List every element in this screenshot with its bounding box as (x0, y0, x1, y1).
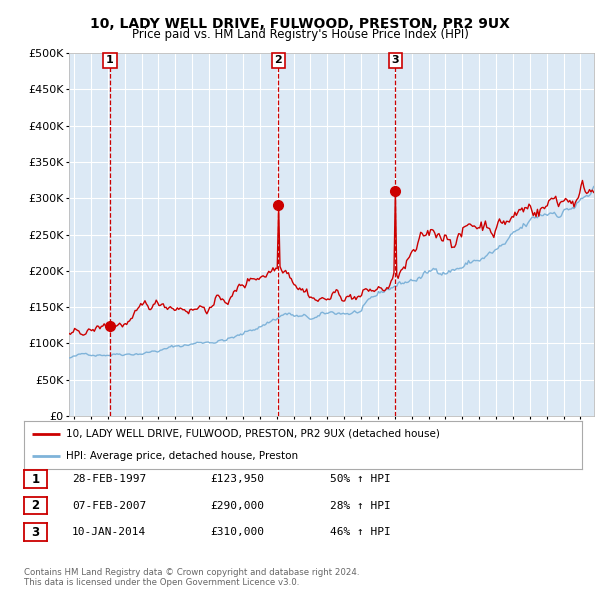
Text: 07-FEB-2007: 07-FEB-2007 (72, 501, 146, 510)
Text: 46% ↑ HPI: 46% ↑ HPI (330, 527, 391, 537)
Text: HPI: Average price, detached house, Preston: HPI: Average price, detached house, Pres… (66, 451, 298, 461)
Text: 3: 3 (391, 55, 399, 65)
Text: £290,000: £290,000 (210, 501, 264, 510)
Text: Price paid vs. HM Land Registry's House Price Index (HPI): Price paid vs. HM Land Registry's House … (131, 28, 469, 41)
Text: 1: 1 (31, 473, 40, 486)
Text: 50% ↑ HPI: 50% ↑ HPI (330, 474, 391, 484)
Text: 1: 1 (106, 55, 114, 65)
Text: 28% ↑ HPI: 28% ↑ HPI (330, 501, 391, 510)
Text: 10-JAN-2014: 10-JAN-2014 (72, 527, 146, 537)
Text: 10, LADY WELL DRIVE, FULWOOD, PRESTON, PR2 9UX: 10, LADY WELL DRIVE, FULWOOD, PRESTON, P… (90, 17, 510, 31)
Text: 2: 2 (31, 499, 40, 512)
Text: £310,000: £310,000 (210, 527, 264, 537)
Text: 28-FEB-1997: 28-FEB-1997 (72, 474, 146, 484)
Text: 2: 2 (274, 55, 282, 65)
Text: 3: 3 (31, 526, 40, 539)
Text: 10, LADY WELL DRIVE, FULWOOD, PRESTON, PR2 9UX (detached house): 10, LADY WELL DRIVE, FULWOOD, PRESTON, P… (66, 429, 440, 439)
Text: Contains HM Land Registry data © Crown copyright and database right 2024.
This d: Contains HM Land Registry data © Crown c… (24, 568, 359, 587)
Text: £123,950: £123,950 (210, 474, 264, 484)
